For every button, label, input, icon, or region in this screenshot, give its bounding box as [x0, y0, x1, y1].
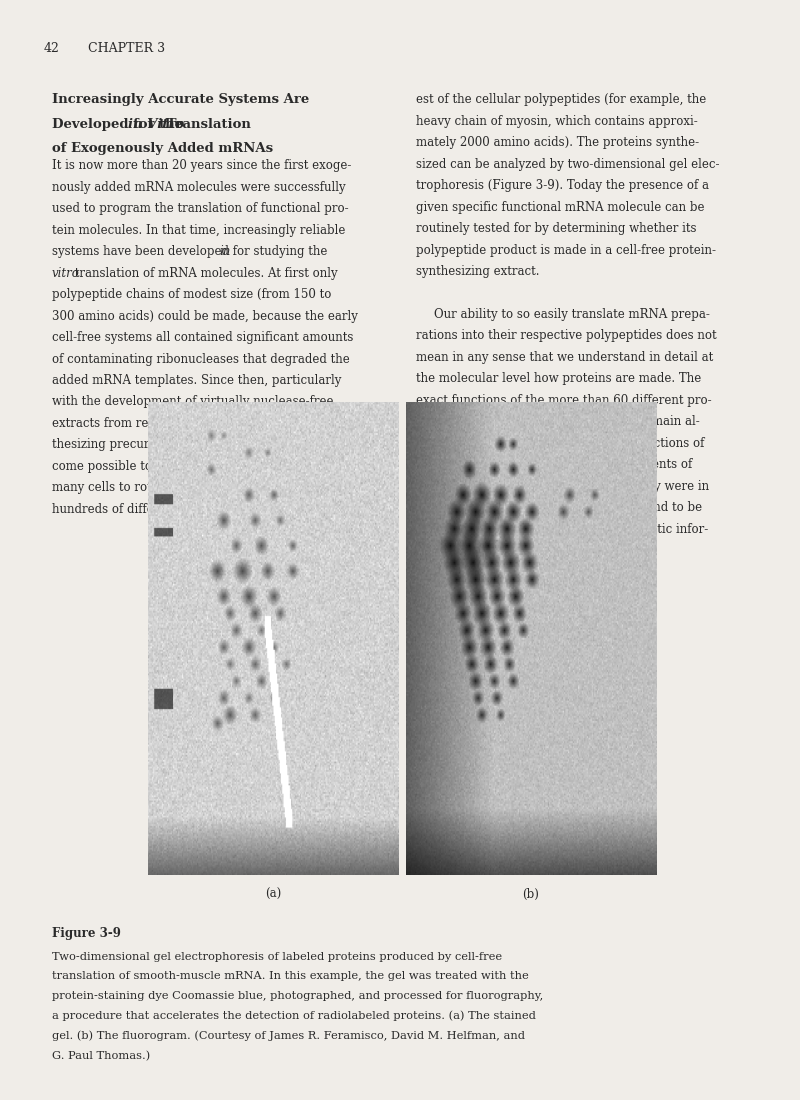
Text: a procedure that accelerates the detection of radiolabeled proteins. (a) The sta: a procedure that accelerates the detecti…: [52, 1011, 536, 1022]
Text: (a): (a): [265, 888, 282, 901]
Text: cell-free systems all contained significant amounts: cell-free systems all contained signific…: [52, 331, 354, 344]
Text: Two-dimensional gel electrophoresis of labeled proteins produced by cell-free: Two-dimensional gel electrophoresis of l…: [52, 952, 502, 961]
Text: systems have been developed for studying the: systems have been developed for studying…: [52, 245, 331, 258]
Text: polypeptide product is made in a cell-free protein-: polypeptide product is made in a cell-fr…: [416, 244, 716, 256]
Text: Figure 3-9: Figure 3-9: [52, 927, 121, 940]
Text: with the development of virtually nuclease-free: with the development of virtually nuclea…: [52, 396, 334, 408]
Text: tein molecules. In that time, increasingly reliable: tein molecules. In that time, increasing…: [52, 224, 346, 236]
Text: used to program the translation of functional pro-: used to program the translation of funct…: [52, 202, 349, 216]
Text: mation-carrying molecules.: mation-carrying molecules.: [416, 543, 578, 557]
Text: Increasingly Accurate Systems Are: Increasingly Accurate Systems Are: [52, 94, 310, 107]
Text: polypeptide chains of modest size (from 150 to: polypeptide chains of modest size (from …: [52, 288, 331, 301]
Text: translation of mRNA molecules. At first only: translation of mRNA molecules. At first …: [70, 267, 338, 279]
Text: in: in: [219, 245, 230, 258]
Text: est of the cellular polypeptides (for example, the: est of the cellular polypeptides (for ex…: [416, 94, 706, 107]
Text: 42: 42: [44, 42, 60, 55]
Text: protein-staining dye Coomassie blue, photographed, and processed for fluorograph: protein-staining dye Coomassie blue, pho…: [52, 991, 543, 1001]
Text: come possible to use mRNA preparations from: come possible to use mRNA preparations f…: [52, 460, 331, 473]
Text: mately 2000 amino acids). The proteins synthe-: mately 2000 amino acids). The proteins s…: [416, 136, 699, 150]
Text: (b): (b): [522, 888, 539, 901]
Text: nously added mRNA molecules were successfully: nously added mRNA molecules were success…: [52, 180, 346, 194]
Text: Our ability to so easily translate mRNA prepa-: Our ability to so easily translate mRNA …: [434, 308, 710, 321]
Text: G. Paul Thomas.): G. Paul Thomas.): [52, 1050, 150, 1060]
Text: many cells to routinely program the synthesis of: many cells to routinely program the synt…: [52, 482, 340, 494]
Text: in Vitro: in Vitro: [128, 118, 185, 131]
Text: gel. (b) The fluorogram. (Courtesy of James R. Feramisco, David M. Helfman, and: gel. (b) The fluorogram. (Courtesy of Ja…: [52, 1031, 525, 1042]
Text: Translation: Translation: [162, 118, 251, 131]
Text: the two ribosomal RNA (rRNA) components of: the two ribosomal RNA (rRNA) components …: [416, 458, 692, 471]
Text: routinely tested for by determining whether its: routinely tested for by determining whet…: [416, 222, 697, 235]
Text: vitro: vitro: [52, 267, 80, 279]
Text: extracts from reticulocytes (the hemoglobin-syn-: extracts from reticulocytes (the hemoglo…: [52, 417, 342, 430]
Text: each ribosome remain as unclear as they were in: each ribosome remain as unclear as they …: [416, 480, 709, 493]
Text: exact functions of the more than 60 different pro-: exact functions of the more than 60 diff…: [416, 394, 712, 407]
Text: the molecular level how proteins are made. The: the molecular level how proteins are mad…: [416, 372, 702, 385]
Text: hundreds of different proteins, including the larg-: hundreds of different proteins, includin…: [52, 503, 349, 516]
Text: given specific functional mRNA molecule can be: given specific functional mRNA molecule …: [416, 200, 705, 213]
Text: teins used in constructing ribosomes remain al-: teins used in constructing ribosomes rem…: [416, 415, 700, 428]
Text: sized can be analyzed by two-dimensional gel elec-: sized can be analyzed by two-dimensional…: [416, 157, 719, 170]
Text: mean in any sense that we understand in detail at: mean in any sense that we understand in …: [416, 351, 714, 364]
Text: thesizing precursors of red blood cells), it has be-: thesizing precursors of red blood cells)…: [52, 439, 348, 451]
Text: of contaminating ribonucleases that degraded the: of contaminating ribonucleases that degr…: [52, 352, 350, 365]
Text: translation of smooth-muscle mRNA. In this example, the gel was treated with the: translation of smooth-muscle mRNA. In th…: [52, 971, 529, 981]
Text: CHAPTER 3: CHAPTER 3: [88, 42, 165, 55]
Text: rations into their respective polypeptides does not: rations into their respective polypeptid…: [416, 330, 717, 342]
Text: 1960, when these components were found to be: 1960, when these components were found t…: [416, 502, 702, 514]
Text: added mRNA templates. Since then, particularly: added mRNA templates. Since then, partic…: [52, 374, 342, 387]
Text: structural molecules as opposed to genetic infor-: structural molecules as opposed to genet…: [416, 522, 708, 536]
Text: of Exogenously Added mRNAs: of Exogenously Added mRNAs: [52, 142, 273, 155]
Text: synthesizing extract.: synthesizing extract.: [416, 265, 539, 278]
Text: heavy chain of myosin, which contains approxi-: heavy chain of myosin, which contains ap…: [416, 114, 698, 128]
Text: It is now more than 20 years since the first exoge-: It is now more than 20 years since the f…: [52, 160, 351, 173]
Text: Developed for the: Developed for the: [52, 118, 188, 131]
Text: most totally unknown. Likewise, the functions of: most totally unknown. Likewise, the func…: [416, 437, 704, 450]
Text: 300 amino acids) could be made, because the early: 300 amino acids) could be made, because …: [52, 310, 358, 322]
Text: trophoresis (Figure 3-9). Today the presence of a: trophoresis (Figure 3-9). Today the pres…: [416, 179, 709, 192]
